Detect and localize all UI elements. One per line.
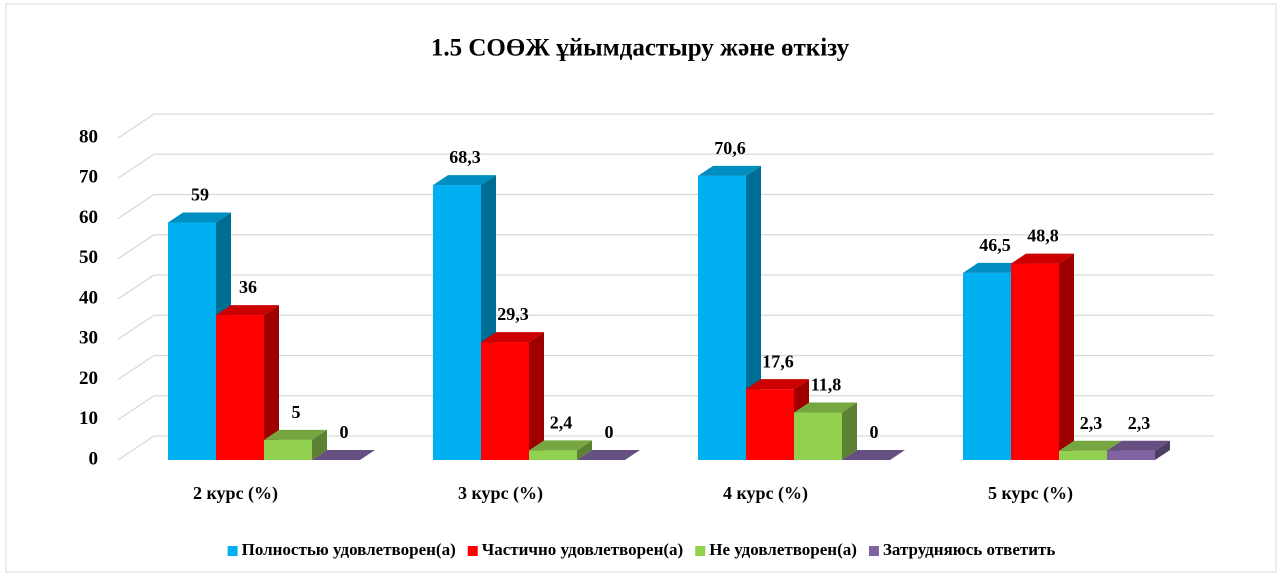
grid-line — [117, 435, 1214, 461]
grid-line — [117, 354, 1214, 381]
y-tick-label: 30 — [79, 328, 98, 349]
data-label: 11,8 — [811, 375, 842, 395]
bar-front — [746, 389, 794, 460]
bar-front — [1059, 450, 1107, 460]
bar-top — [842, 450, 905, 460]
data-label: 36 — [239, 277, 257, 297]
bar-front — [794, 412, 842, 460]
bar-side — [1059, 253, 1074, 460]
legend-swatch — [695, 546, 706, 556]
chart-title: 1.5 СОӨЖ ұйымдастыру және өткізу — [431, 35, 850, 62]
bar-top — [433, 175, 496, 186]
bar-front — [698, 175, 746, 460]
data-label: 5 — [292, 402, 301, 422]
bar-top — [312, 450, 375, 460]
legend-label: Затрудняюсь ответить — [883, 540, 1055, 559]
data-label: 2,4 — [550, 412, 573, 432]
bar-side — [1155, 440, 1170, 460]
bar-front — [264, 439, 312, 460]
bar-side — [529, 332, 544, 460]
y-tick-label: 80 — [79, 126, 98, 147]
data-label: 17,6 — [762, 351, 794, 371]
bar-top — [794, 402, 857, 413]
x-tick-label: 4 курс (%) — [723, 483, 808, 504]
bar-top — [577, 450, 640, 460]
bar-top — [168, 212, 231, 223]
data-label: 29,3 — [497, 304, 529, 324]
legend-label: Полностью удовлетворен(а) — [242, 540, 456, 559]
y-tick-label: 50 — [79, 247, 98, 268]
data-label: 46,5 — [979, 235, 1011, 255]
bar-side — [577, 440, 592, 460]
bar-top — [264, 429, 327, 440]
grid-line — [117, 113, 1214, 139]
bar-front — [168, 222, 216, 460]
data-label: 59 — [191, 185, 209, 205]
bar-top — [1011, 253, 1074, 264]
bar-front — [529, 450, 577, 460]
legend-swatch — [227, 546, 238, 556]
bar-side — [312, 429, 327, 460]
bar-top — [746, 379, 809, 390]
y-tick-label: 0 — [89, 448, 99, 469]
legend-swatch — [868, 546, 879, 556]
grid-line — [117, 314, 1214, 340]
y-tick-label: 70 — [79, 167, 98, 188]
bar-top — [481, 332, 544, 343]
bar-front — [1011, 263, 1059, 460]
data-label: 0 — [870, 422, 879, 442]
data-label: 0 — [605, 422, 614, 442]
bar-front — [433, 185, 481, 460]
bar-top — [963, 262, 1026, 273]
bar-top — [1107, 440, 1170, 451]
data-label: 70,6 — [714, 138, 746, 158]
x-tick-label: 3 курс (%) — [458, 483, 543, 504]
bar-side — [264, 305, 279, 460]
y-tick-label: 60 — [79, 207, 98, 228]
x-tick-label: 2 курс (%) — [193, 483, 278, 504]
grid-line — [117, 395, 1214, 421]
legend-swatch — [467, 546, 478, 556]
bar-front — [481, 342, 529, 460]
x-tick-label: 5 курс (%) — [988, 483, 1073, 504]
data-label: 48,8 — [1027, 226, 1059, 246]
bar-side — [842, 402, 857, 460]
grid-line — [117, 153, 1214, 179]
bar-top — [216, 305, 279, 316]
data-label: 0 — [340, 422, 349, 442]
legend-label: Частично удовлетворен(а) — [482, 540, 683, 559]
grid-line — [117, 234, 1214, 260]
y-tick-label: 20 — [79, 368, 98, 389]
bar-front — [963, 272, 1011, 460]
y-tick-label: 40 — [79, 287, 98, 308]
data-label: 2,3 — [1080, 413, 1103, 433]
bar-front — [1107, 450, 1155, 460]
data-label: 68,3 — [449, 147, 481, 167]
bar-top — [529, 440, 592, 451]
bar-top — [698, 165, 761, 176]
grid-line — [117, 193, 1214, 220]
legend-label: Не удовлетворен(а) — [709, 540, 857, 559]
grid-line — [117, 274, 1214, 300]
y-tick-label: 10 — [79, 408, 98, 429]
bar-front — [216, 315, 264, 460]
data-label: 2,3 — [1128, 413, 1151, 433]
bar-top — [1059, 440, 1122, 451]
